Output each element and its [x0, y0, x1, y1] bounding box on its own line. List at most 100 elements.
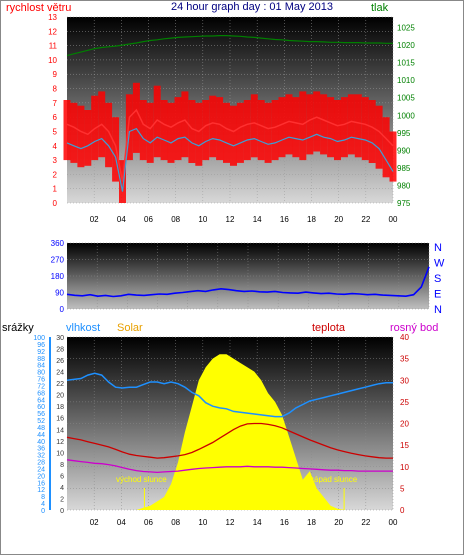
x-tick-label: 18: [307, 215, 316, 224]
direction-y-tick: 0: [60, 305, 65, 314]
humidity-y-tick: 2: [60, 496, 64, 503]
rain-y-tick: 88: [37, 356, 45, 363]
rain-y-tick: 76: [37, 377, 45, 384]
chart-title: 24 hour graph day : 01 May 2013: [171, 1, 333, 13]
humidity-y-tick: 18: [56, 404, 64, 411]
wind-y-tick: 9: [53, 70, 58, 79]
x-tick-label: 10: [198, 518, 207, 527]
x-tick-label: 08: [171, 215, 180, 224]
wind-range-bar: [70, 102, 78, 163]
wind-range-bar: [264, 102, 272, 163]
x-tick-label: 08: [171, 518, 180, 527]
wind-range-bar: [132, 82, 140, 153]
pressure-y-tick: 1010: [397, 76, 415, 85]
x-tick-label: 10: [198, 215, 207, 224]
rain-y-tick: 64: [37, 397, 45, 404]
wind-range-bar: [340, 97, 348, 158]
direction-y-tick: 90: [55, 289, 64, 298]
pressure-y-axis: 975 980 985 990 995 1000 1005 1010 1015 1020 1025: [397, 24, 415, 208]
temp-y-tick: 30: [400, 376, 409, 385]
direction-y-tick: 180: [51, 272, 65, 281]
rain-y-tick: 24: [37, 466, 45, 473]
direction-y-tick: 270: [51, 256, 65, 265]
rain-y-tick: 16: [37, 480, 45, 487]
wind-x-axis: 02 04 06 08 10 12 14 16 18 20 22 00: [90, 215, 398, 224]
wind-range-bar: [236, 102, 244, 163]
gust-line: [66, 127, 394, 192]
direction-series: [66, 266, 430, 298]
compass-label: S: [434, 273, 441, 285]
wind-range-bar: [125, 94, 133, 161]
temp-y-tick: 0: [400, 506, 405, 515]
solar-axis-label: Solar: [117, 322, 143, 334]
wind-range-bar: [153, 85, 161, 158]
pressure-y-tick: 975: [397, 199, 411, 208]
humidity-y-tick: 8: [60, 462, 64, 469]
wind-range-bar: [278, 97, 286, 158]
x-tick-label: 22: [361, 518, 370, 527]
humidity-y-tick: 16: [56, 416, 64, 423]
wind-range-bar: [375, 105, 383, 169]
wind-range-bar: [146, 102, 154, 163]
wind-range-bar: [202, 100, 210, 161]
wind-y-tick: 1: [53, 185, 58, 194]
wind-range-bar: [313, 91, 321, 152]
wind-range-bar: [292, 97, 300, 158]
x-tick-label: 00: [389, 215, 398, 224]
wind-avg-line: [66, 108, 394, 182]
temp-y-tick: 5: [400, 484, 405, 493]
wind-y-tick: 10: [48, 56, 57, 65]
dew-point-line: [66, 459, 393, 474]
wind-range-bar: [105, 102, 113, 168]
x-tick-label: 04: [117, 518, 126, 527]
temp-axis-label: teplota: [312, 322, 346, 334]
compass-label: E: [434, 289, 441, 301]
temp-y-tick: 35: [400, 355, 409, 364]
rain-y-tick: 4: [41, 501, 45, 508]
humidity-y-tick: 24: [56, 370, 64, 377]
humidity-y-tick: 10: [56, 450, 64, 457]
rain-y-tick: 28: [37, 460, 45, 467]
wind-range-bar: [188, 100, 196, 163]
rain-y-tick: 56: [37, 411, 45, 418]
rain-y-tick: 60: [37, 404, 45, 411]
direction-grid: [67, 242, 430, 310]
wind-range-bar: [327, 97, 335, 158]
x-tick-label: 14: [253, 518, 262, 527]
compass-label: W: [434, 258, 445, 270]
humidity-y-tick: 0: [60, 508, 64, 515]
wind-range-bar: [160, 100, 168, 161]
wind-range-bar: [195, 102, 203, 166]
x-tick-label: 22: [361, 215, 370, 224]
rain-y-tick: 96: [37, 342, 45, 349]
wind-range-bar: [382, 117, 390, 178]
direction-y-tick: 360: [51, 239, 65, 248]
x-tick-label: 20: [334, 518, 343, 527]
humidity-y-tick: 22: [56, 381, 64, 388]
rain-y-tick: 68: [37, 390, 45, 397]
wind-y-tick: 3: [53, 156, 58, 165]
pressure-y-tick: 1005: [397, 94, 415, 103]
dew-axis-label: rosný bod: [390, 322, 438, 334]
x-tick-label: 16: [280, 215, 289, 224]
humidity-y-tick: 12: [56, 439, 64, 446]
rain-y-tick: 20: [37, 473, 45, 480]
wind-range-bar: [139, 100, 147, 161]
x-tick-label: 12: [226, 518, 235, 527]
rain-y-tick: 100: [33, 335, 45, 342]
wind-y-tick: 6: [53, 113, 58, 122]
pressure-y-tick: 985: [397, 164, 411, 173]
wind-range-bar: [167, 102, 175, 163]
wind-range-bar: [250, 94, 258, 158]
wind-y-tick: 11: [49, 42, 58, 51]
humidity-y-tick: 28: [56, 347, 64, 354]
wind-range-bar: [216, 97, 224, 161]
pressure-y-tick: 990: [397, 146, 411, 155]
x-tick-label: 12: [226, 215, 235, 224]
wind-range-bar: [361, 97, 369, 161]
humidity-y-tick: 6: [60, 473, 64, 480]
x-tick-label: 06: [144, 518, 153, 527]
